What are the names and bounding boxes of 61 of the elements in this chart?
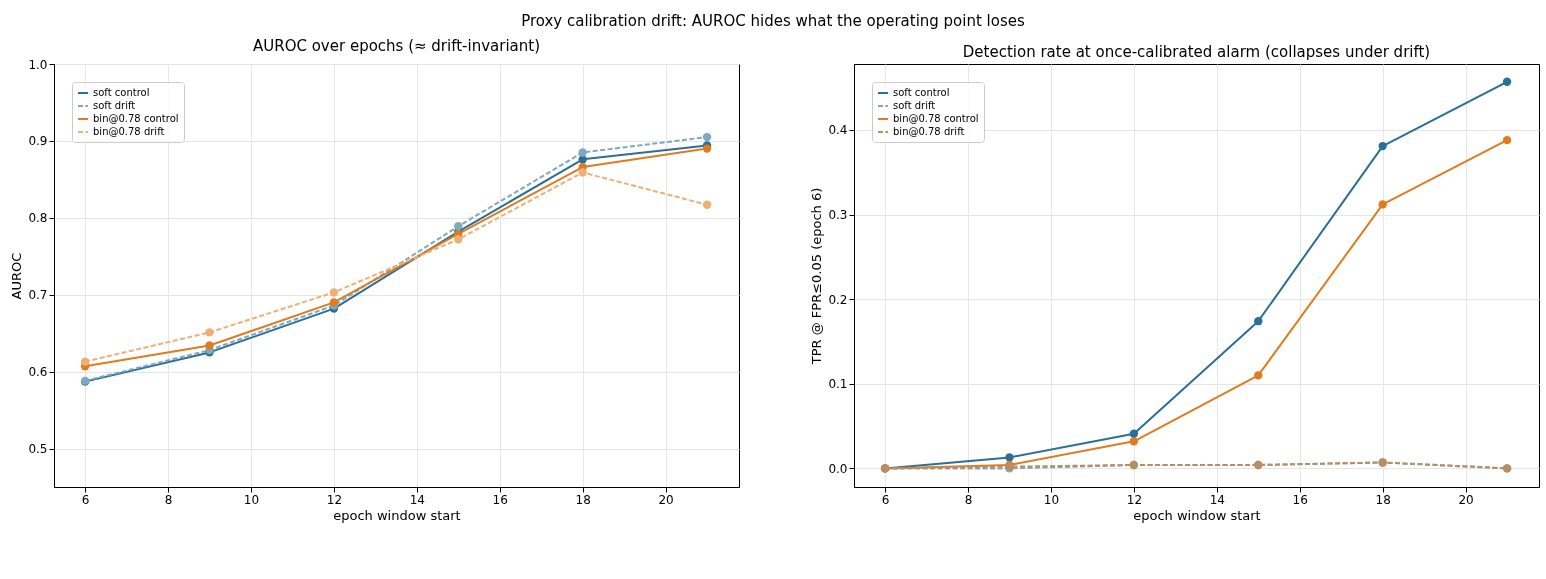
point: [205, 328, 214, 337]
x-tick-label: 10: [243, 492, 260, 507]
x-tick-label: 16: [1292, 492, 1308, 507]
point: [454, 235, 463, 244]
point: [329, 288, 339, 297]
x-tick-label: 12: [326, 492, 343, 507]
y-tick-label: 0.8: [28, 211, 48, 226]
point: [1502, 135, 1512, 145]
y-tick-label: 0.9: [28, 134, 48, 149]
y-tick-label: 0.2: [828, 292, 848, 307]
point: [454, 222, 463, 231]
x-tick-label: 16: [492, 492, 508, 507]
point: [578, 168, 587, 177]
point: [1129, 437, 1139, 446]
y-axis-title: AUROC: [9, 252, 25, 300]
point: [702, 132, 712, 142]
x-tick-label: 20: [1458, 492, 1474, 507]
point: [80, 357, 90, 366]
y-tick-label: 0.4: [828, 123, 848, 138]
point: [1005, 453, 1014, 462]
x-tick-label: 6: [881, 492, 890, 507]
chart-title: AUROC over epochs (≈ drift-invariant): [252, 37, 541, 55]
legend-label: bin@0.78 drift: [93, 126, 165, 137]
x-tick-label: 10: [1043, 492, 1060, 507]
x-tick-label: 8: [164, 492, 173, 507]
legend-label: bin@0.78 drift: [893, 126, 965, 137]
x-tick-label: 8: [964, 492, 973, 507]
point: [1254, 371, 1263, 380]
point: [1129, 429, 1139, 438]
point: [578, 148, 587, 157]
y-axis-title: TPR @ FPR≤0.05 (epoch 6): [809, 187, 825, 366]
x-axis-title: epoch window start: [1133, 507, 1261, 523]
x-tick-label: 12: [1126, 492, 1143, 507]
legend-label: soft control: [93, 87, 150, 98]
legend-label: soft drift: [893, 100, 936, 111]
y-tick-label: 0.0: [828, 461, 848, 476]
chart-title: Detection rate at once-calibrated alarm (collapses under drift): [962, 43, 1431, 61]
y-tick-label: 0.3: [828, 208, 848, 223]
legend-label: bin@0.78 control: [93, 113, 179, 124]
legend-label: soft drift: [93, 100, 136, 111]
y-tick-label: 0.5: [28, 442, 48, 457]
text: Proxy calibration drift: AUROC hides what the operating point loses: [520, 11, 1026, 32]
point: [1378, 200, 1387, 209]
point: [1254, 317, 1263, 326]
x-tick-label: 18: [1375, 492, 1391, 507]
point: [1502, 77, 1512, 86]
y-tick-label: 0.1: [828, 377, 848, 392]
x-tick-label: 18: [575, 492, 591, 507]
x-axis-title: epoch window start: [333, 507, 461, 523]
point: [205, 341, 214, 350]
x-tick-label: 20: [658, 492, 674, 507]
y-tick-label: 1.0: [28, 57, 48, 72]
x-tick-label: 6: [81, 492, 90, 507]
y-tick-label: 0.6: [28, 365, 48, 380]
legend-label: soft control: [893, 87, 950, 98]
x-tick-label: 14: [409, 492, 425, 507]
x-tick-label: 14: [1209, 492, 1225, 507]
point: [1378, 141, 1387, 151]
point: [702, 200, 712, 209]
y-tick-label: 0.7: [28, 288, 48, 303]
legend-label: bin@0.78 control: [893, 113, 979, 124]
